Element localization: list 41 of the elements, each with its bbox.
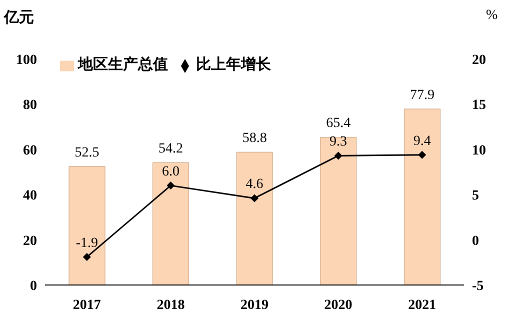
point <box>166 182 175 190</box>
y-tick-label: 20 <box>23 234 37 249</box>
y-tick-label: 60 <box>23 143 37 158</box>
data-label: 9.3 <box>330 134 348 150</box>
data-label: 9.4 <box>413 134 431 149</box>
y2-tick-label: -5 <box>472 278 484 294</box>
x-tick-label: 2019 <box>240 298 268 313</box>
bar <box>404 108 440 285</box>
x-tick-label: 2020 <box>324 298 352 313</box>
y-tick-label: 0 <box>30 278 37 294</box>
data-label: 6.0 <box>162 164 180 180</box>
bar <box>236 152 273 285</box>
y-axis-title: 亿元 <box>4 8 34 27</box>
data-label: 58.8 <box>242 131 267 146</box>
y2-tick-label: 0 <box>472 234 479 249</box>
data-label: 52.5 <box>74 145 100 160</box>
x-tick-label: 2021 <box>408 298 436 313</box>
y2-tick-label: 20 <box>472 52 486 68</box>
y2-axis-title: % <box>486 8 498 24</box>
legend-label: 地区生产总值 <box>78 57 168 73</box>
data-label: 54.2 <box>158 142 184 157</box>
x-tick-label: 2018 <box>156 298 185 313</box>
legend-label: 比上年增长 <box>196 57 271 73</box>
y2-tick-label: 10 <box>472 143 486 158</box>
point <box>250 194 258 202</box>
bar <box>68 166 106 285</box>
y2-tick-label: 15 <box>472 98 486 114</box>
data-label: 77.9 <box>410 88 434 103</box>
point <box>418 150 426 159</box>
y-tick-label: 40 <box>23 188 37 204</box>
y2-tick-label: 5 <box>472 188 479 204</box>
y-tick-label: 100 <box>16 52 37 68</box>
bar <box>152 162 190 285</box>
x-tick-label: 2017 <box>72 298 101 313</box>
data-label: -1.9 <box>76 236 98 251</box>
point <box>334 152 342 160</box>
y-tick-label: 80 <box>23 98 37 114</box>
data-label: 65.4 <box>326 116 351 132</box>
data-label: 4.6 <box>246 177 264 192</box>
point <box>82 252 91 261</box>
bar <box>320 136 357 285</box>
